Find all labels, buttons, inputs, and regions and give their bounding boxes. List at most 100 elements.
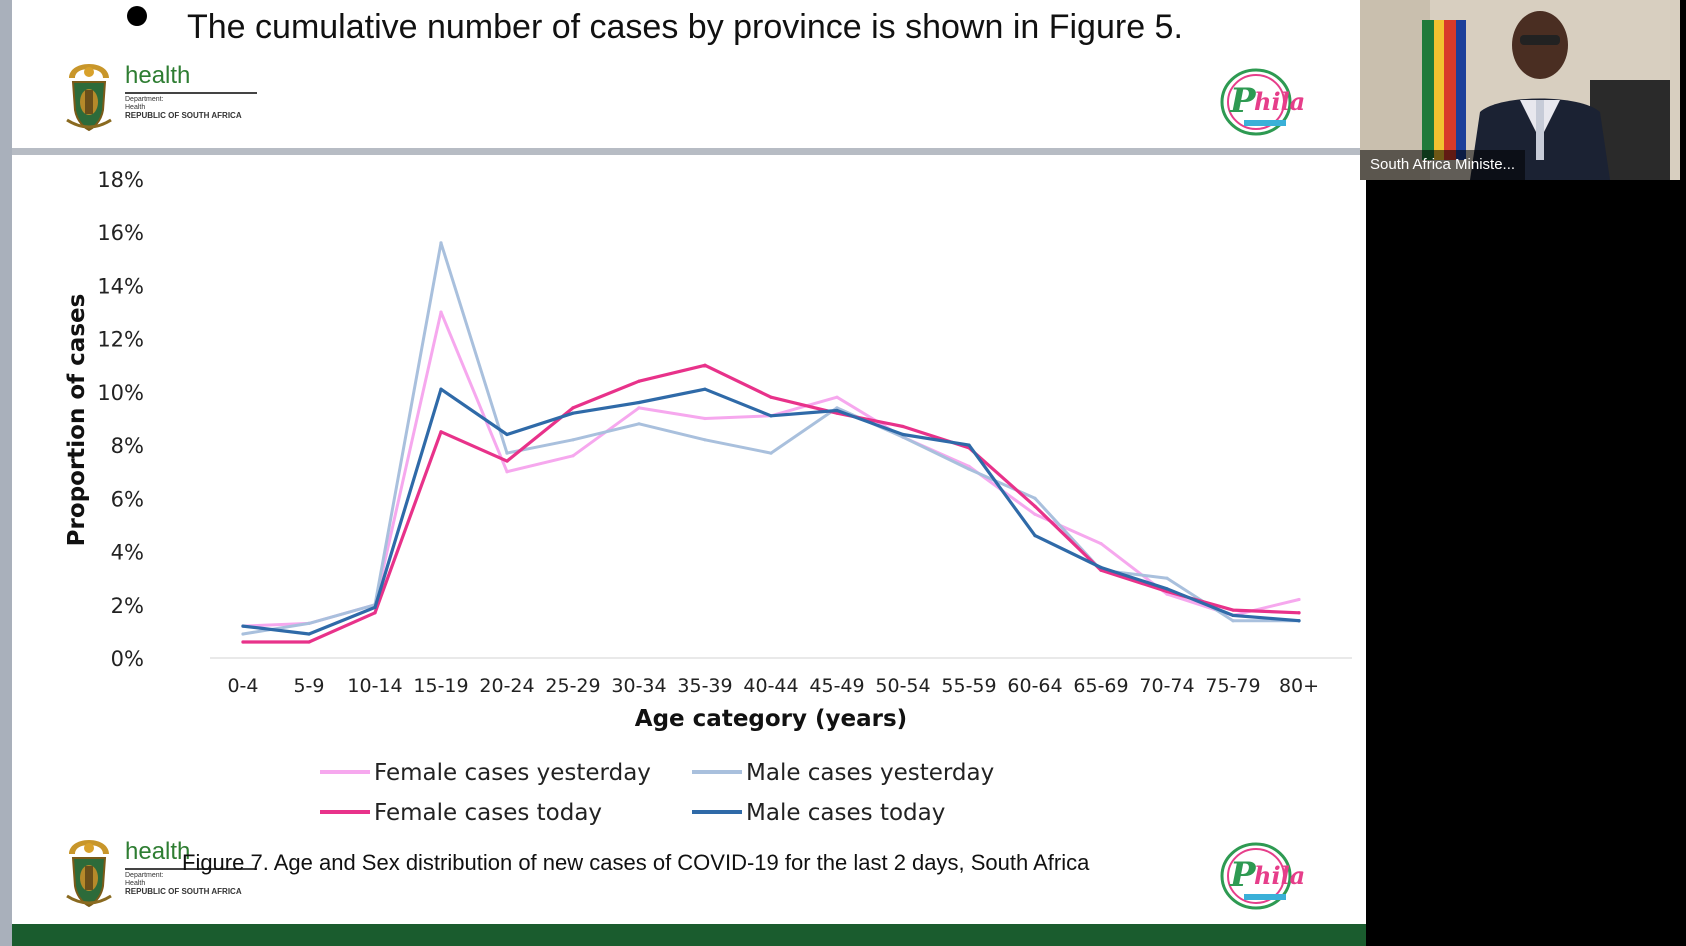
data-point-male-cases-today [769,414,773,418]
line-chart: 0% 2% 4% 6% 8% 10% 12% 14% 16% 18% 0-4 5-9 10-14 15-1… [64,168,1352,826]
footer-health-logo: health Department: Health REPUBLIC OF SO… [63,836,273,916]
data-point-male-cases-today [373,605,377,610]
data-point-male-cases-yesterday [637,422,641,426]
x-tick-label: 15-19 [413,675,468,697]
health-logo: health Department: Health REPUBLIC OF SO… [63,60,273,140]
y-tick-label: 0% [111,647,144,671]
y-axis-title: Proportion of cases [64,294,90,547]
footer-department-line1: Department: [125,872,164,879]
left-border [0,0,12,946]
data-point-female-cases-yesterday [637,406,641,410]
data-point-male-cases-yesterday [835,406,839,410]
data-point-male-cases-today [703,387,707,391]
figure-caption: Figure 7. Age and Sex distribution of ne… [182,850,1090,875]
footer-department-line2: Health [125,880,146,887]
video-tile[interactable]: South Africa Ministe... [1360,0,1680,180]
x-tick-label: 60-64 [1007,675,1062,697]
legend-label-male-cases-today: Male cases today [746,800,945,826]
data-point-female-cases-today [769,395,773,399]
footer-health-divider [125,868,257,870]
footer-department-text: Department: Health REPUBLIC OF SOUTH AFR… [125,872,242,897]
data-point-female-cases-today [307,640,311,644]
data-point-male-cases-yesterday [1033,496,1037,500]
department-line1: Department: [125,96,164,103]
data-point-male-cases-yesterday [1231,619,1235,623]
data-point-male-cases-today [1297,619,1301,623]
series-line-male-cases-yesterday [241,241,1301,636]
data-point-female-cases-today [703,363,707,367]
bullet-point-icon [127,6,147,26]
data-point-female-cases-today [1033,504,1037,508]
x-tick-label: 70-74 [1139,675,1194,697]
data-point-male-cases-yesterday [505,451,509,455]
footer-phila-logo-icon: P hila [1220,842,1305,910]
data-point-female-cases-yesterday [571,454,575,458]
data-point-male-cases-yesterday [439,241,443,245]
data-point-male-cases-yesterday [241,632,245,636]
x-tick-label: 5-9 [293,675,324,697]
svg-text:P: P [1229,81,1257,121]
legend-label-female-cases-today: Female cases today [374,800,602,826]
x-tick-label: 30-34 [611,675,666,697]
y-tick-label: 14% [97,274,144,298]
data-point-male-cases-today [439,387,443,391]
x-tick-label: 10-14 [347,675,402,697]
data-point-male-cases-yesterday [703,438,707,442]
data-point-male-cases-today [967,443,971,447]
series-line-male-cases-today [241,387,1301,636]
footer-department-line3: REPUBLIC OF SOUTH AFRICA [125,887,242,896]
data-point-male-cases-today [835,408,839,413]
data-point-male-cases-yesterday [967,467,971,471]
x-tick-label: 55-59 [941,675,996,697]
health-divider [125,92,257,94]
data-point-male-cases-yesterday [769,451,773,455]
data-point-male-cases-yesterday [1165,576,1169,580]
data-point-male-cases-today [901,432,905,437]
legend-label-male-cases-yesterday: Male cases yesterday [746,760,994,786]
svg-text:P: P [1229,855,1257,895]
data-point-female-cases-today [1231,608,1235,612]
data-point-female-cases-yesterday [835,395,839,399]
x-tick-label: 50-54 [875,675,930,697]
data-point-female-cases-yesterday [1099,541,1103,546]
x-tick-label: 75-79 [1205,675,1260,697]
x-tick-label: 25-29 [545,675,600,697]
x-tick-label: 45-49 [809,675,864,697]
data-point-female-cases-today [373,611,377,615]
participant-name-label: South Africa Ministe... [1360,150,1526,180]
data-point-male-cases-today [637,400,641,405]
data-point-male-cases-today [1231,613,1235,618]
data-point-female-cases-yesterday [1033,512,1037,516]
data-point-male-cases-today [1165,587,1169,591]
y-tick-label: 2% [111,594,144,618]
health-wordmark: health [125,62,191,89]
data-point-male-cases-yesterday [901,435,905,439]
y-tick-label: 12% [97,328,144,352]
coat-of-arms-icon [66,64,112,132]
series-line-female-cases-today [241,363,1301,644]
bullet-banner: The cumulative number of cases by provin… [12,0,1366,49]
x-tick-label: 0-4 [227,675,258,697]
footer-health-wordmark: health [125,838,191,865]
header-rule [12,148,1366,155]
data-point-male-cases-today [1099,565,1103,570]
data-point-female-cases-today [439,430,443,434]
department-line2: Health [125,104,146,111]
data-point-female-cases-yesterday [505,470,509,474]
svg-text:hila: hila [1254,87,1305,116]
data-point-male-cases-yesterday [571,438,575,442]
data-point-female-cases-today [901,424,905,429]
data-point-female-cases-today [637,379,641,383]
x-tick-label: 65-69 [1073,675,1128,697]
department-text: Department: Health REPUBLIC OF SOUTH AFR… [125,96,242,121]
data-point-male-cases-today [241,624,245,628]
legend-label-female-cases-yesterday: Female cases yesterday [374,760,651,786]
y-tick-label: 10% [97,381,144,405]
x-axis-title: Age category (years) [635,706,907,732]
x-tick-label: 80+ [1279,675,1319,697]
data-point-female-cases-today [571,406,575,410]
footer-coat-of-arms-icon [66,840,112,908]
x-tick-label: 40-44 [743,675,798,697]
y-tick-label: 4% [111,541,144,565]
